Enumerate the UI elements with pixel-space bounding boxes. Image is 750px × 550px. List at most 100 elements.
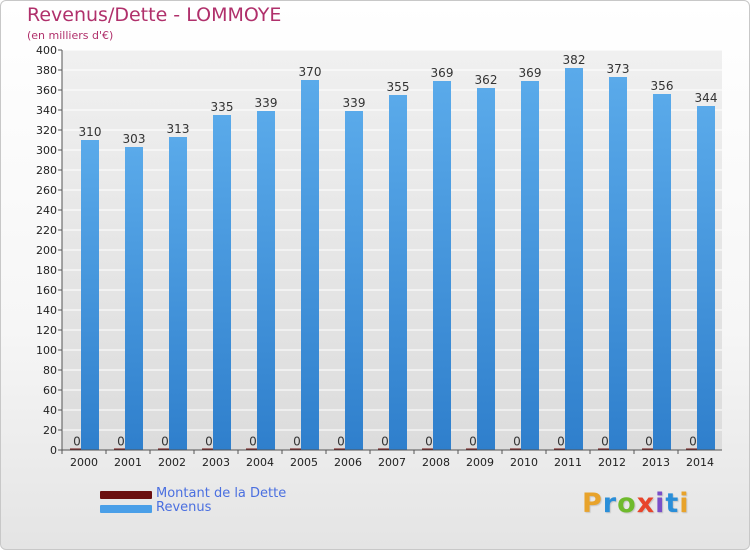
x-tick-label: 2003: [202, 456, 230, 469]
y-tick-label: 300: [36, 144, 57, 157]
data-label-revenus: 313: [167, 122, 190, 136]
data-label-debt: 0: [601, 435, 609, 449]
logo-letter: o: [617, 488, 637, 519]
logo-letter: i: [679, 488, 690, 519]
y-tick-label: 0: [50, 444, 57, 457]
data-label-revenus: 339: [343, 96, 366, 110]
x-tick-label: 2013: [642, 456, 670, 469]
data-label-revenus: 303: [123, 132, 146, 146]
x-tick-label: 2001: [114, 456, 142, 469]
bar-debt: [202, 448, 216, 450]
y-tick-label: 380: [36, 64, 57, 77]
y-tick-label: 200: [36, 244, 57, 257]
bar-revenus: [257, 111, 275, 450]
legend-swatch-revenus: [100, 505, 152, 513]
x-tick-label: 2002: [158, 456, 186, 469]
y-tick-label: 320: [36, 124, 57, 137]
data-label-debt: 0: [293, 435, 301, 449]
logo-letter: x: [636, 488, 656, 519]
bar-revenus: [521, 81, 539, 450]
y-tick-label: 340: [36, 104, 57, 117]
y-tick-label: 120: [36, 324, 57, 337]
legend-label-debt: Montant de la Dette: [156, 486, 287, 501]
bar-revenus: [609, 77, 627, 450]
data-label-revenus: 362: [475, 73, 498, 87]
bar-debt: [422, 448, 436, 450]
logo-letter: P: [582, 488, 603, 519]
bar-debt: [686, 448, 700, 450]
data-label-debt: 0: [337, 435, 345, 449]
data-label-debt: 0: [249, 435, 257, 449]
y-tick-label: 140: [36, 304, 57, 317]
data-label-revenus: 382: [563, 53, 586, 67]
chart-subtitle: (en milliers d'€): [27, 29, 114, 42]
y-tick-label: 20: [43, 424, 57, 437]
y-tick-label: 240: [36, 204, 57, 217]
bar-revenus: [213, 115, 231, 450]
bar-revenus: [169, 137, 187, 450]
data-label-debt: 0: [645, 435, 653, 449]
data-label-revenus: 339: [255, 96, 278, 110]
legend-label-revenus: Revenus: [156, 500, 212, 515]
data-label-debt: 0: [513, 435, 521, 449]
data-label-debt: 0: [161, 435, 169, 449]
bar-debt: [598, 448, 612, 450]
bar-debt: [554, 448, 568, 450]
bar-debt: [334, 448, 348, 450]
bar-debt: [378, 448, 392, 450]
axes: 0 20 40 60 80 100 120 140 160 180 200 220 240 260 280 3…: [36, 44, 722, 469]
bar-debt: [158, 448, 172, 450]
data-label-revenus: 335: [211, 100, 234, 114]
data-label-revenus: 373: [607, 62, 630, 76]
y-tick-label: 280: [36, 164, 57, 177]
chart-title: Revenus/Dette - LOMMOYE: [27, 4, 282, 26]
data-label-revenus: 356: [651, 79, 674, 93]
y-tick-label: 360: [36, 84, 57, 97]
data-label-revenus: 369: [431, 66, 454, 80]
logo-letter: t: [665, 488, 680, 519]
bar-debt: [466, 448, 480, 450]
data-label-revenus: 355: [387, 80, 410, 94]
bar-revenus: [389, 95, 407, 450]
bar-revenus: [477, 88, 495, 450]
bar-revenus: [345, 111, 363, 450]
x-tick-label: 2000: [70, 456, 98, 469]
bar-debt: [70, 448, 84, 450]
bar-revenus: [565, 68, 583, 450]
y-tick-label: 60: [43, 384, 57, 397]
data-label-revenus: 310: [79, 125, 102, 139]
bar-debt: [510, 448, 524, 450]
proxiti-logo: Proxiti: [582, 488, 690, 519]
x-tick-label: 2008: [422, 456, 450, 469]
x-tick-label: 2011: [554, 456, 582, 469]
bar-revenus: [653, 94, 671, 450]
y-tick-label: 40: [43, 404, 57, 417]
data-label-debt: 0: [381, 435, 389, 449]
data-label-debt: 0: [425, 435, 433, 449]
data-label-revenus: 370: [299, 65, 322, 79]
y-tick-label: 260: [36, 184, 57, 197]
x-tick-label: 2007: [378, 456, 406, 469]
bar-revenus: [697, 106, 715, 450]
bars: 0 310 0 303 0 313 0 335 0 339 0 370 0 339 0 355 0 369 0 362…: [70, 53, 717, 450]
data-label-revenus: 369: [519, 66, 542, 80]
data-label-debt: 0: [205, 435, 213, 449]
y-tick-label: 180: [36, 264, 57, 277]
bar-revenus: [433, 81, 451, 450]
data-label-debt: 0: [557, 435, 565, 449]
x-tick-label: 2012: [598, 456, 626, 469]
x-tick-label: 2014: [686, 456, 714, 469]
y-tick-label: 400: [36, 44, 57, 57]
bar-debt: [642, 448, 656, 450]
bar-debt: [114, 448, 128, 450]
y-tick-label: 220: [36, 224, 57, 237]
legend-swatch-debt: [100, 491, 152, 499]
y-tick-label: 100: [36, 344, 57, 357]
y-tick-label: 80: [43, 364, 57, 377]
logo-letter: i: [655, 488, 666, 519]
bar-debt: [290, 448, 304, 450]
x-tick-label: 2010: [510, 456, 538, 469]
bar-revenus: [81, 140, 99, 450]
x-tick-label: 2009: [466, 456, 494, 469]
